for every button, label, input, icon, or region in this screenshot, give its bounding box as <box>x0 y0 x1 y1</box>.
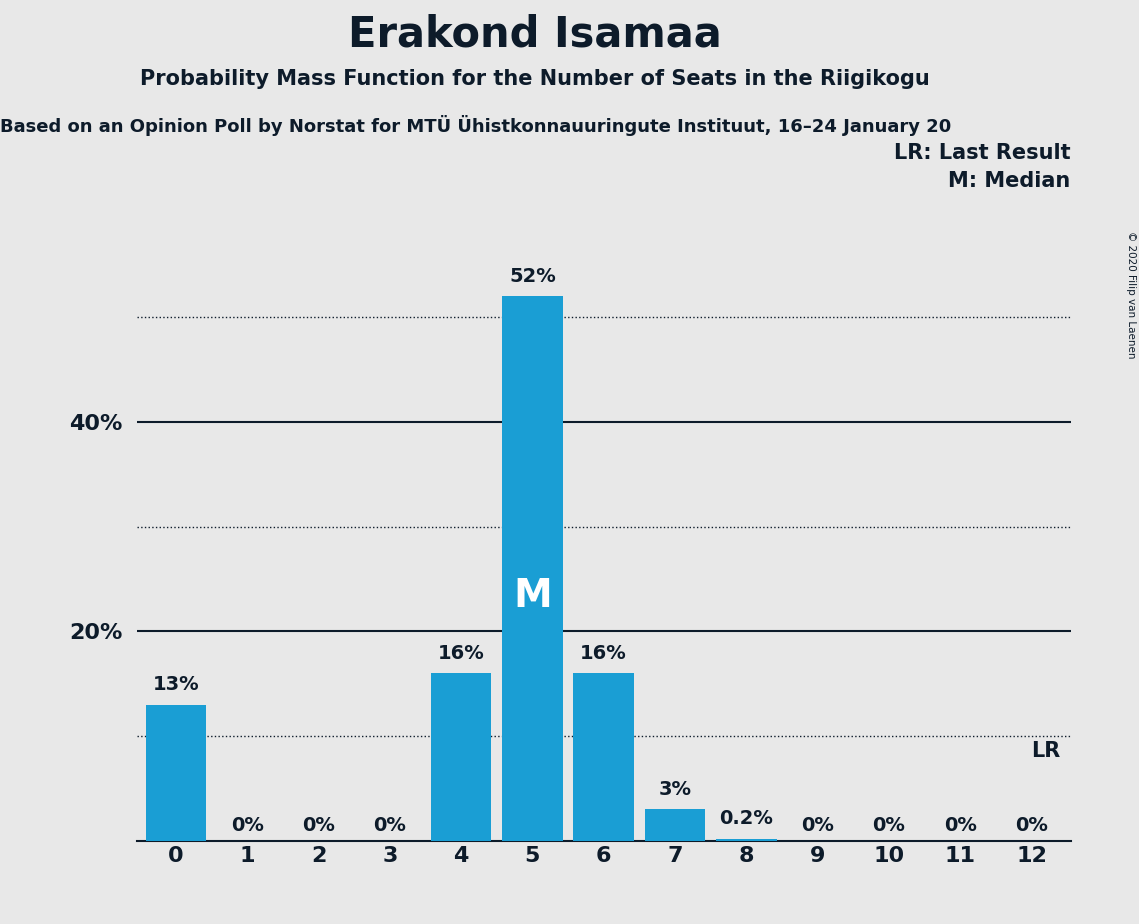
Text: M: M <box>513 577 551 614</box>
Text: Probability Mass Function for the Number of Seats in the Riigikogu: Probability Mass Function for the Number… <box>140 69 931 90</box>
Text: 3%: 3% <box>658 780 691 799</box>
Bar <box>431 674 491 841</box>
Text: LR: Last Result: LR: Last Result <box>894 143 1071 164</box>
Bar <box>716 839 777 841</box>
Text: LR: LR <box>1031 741 1060 761</box>
Text: Based on an Opinion Poll by Norstat for MTÜ Ühistkonnauuringute Instituut, 16–24: Based on an Opinion Poll by Norstat for … <box>0 116 951 137</box>
Text: 13%: 13% <box>153 675 199 694</box>
Text: 0%: 0% <box>1015 816 1048 834</box>
Text: 0%: 0% <box>302 816 335 834</box>
Text: © 2020 Filip van Laenen: © 2020 Filip van Laenen <box>1126 231 1136 359</box>
Text: M: Median: M: Median <box>949 171 1071 191</box>
Text: 0%: 0% <box>231 816 263 834</box>
Text: 0%: 0% <box>374 816 407 834</box>
Text: 52%: 52% <box>509 267 556 286</box>
Text: 0%: 0% <box>801 816 834 834</box>
Text: 16%: 16% <box>580 644 628 663</box>
Bar <box>573 674 634 841</box>
Text: Erakond Isamaa: Erakond Isamaa <box>349 14 722 55</box>
Text: 0.2%: 0.2% <box>720 809 773 828</box>
Bar <box>502 297 563 841</box>
Text: 0%: 0% <box>872 816 906 834</box>
Text: 0%: 0% <box>944 816 976 834</box>
Bar <box>645 809 705 841</box>
Text: 16%: 16% <box>437 644 484 663</box>
Bar <box>146 705 206 841</box>
